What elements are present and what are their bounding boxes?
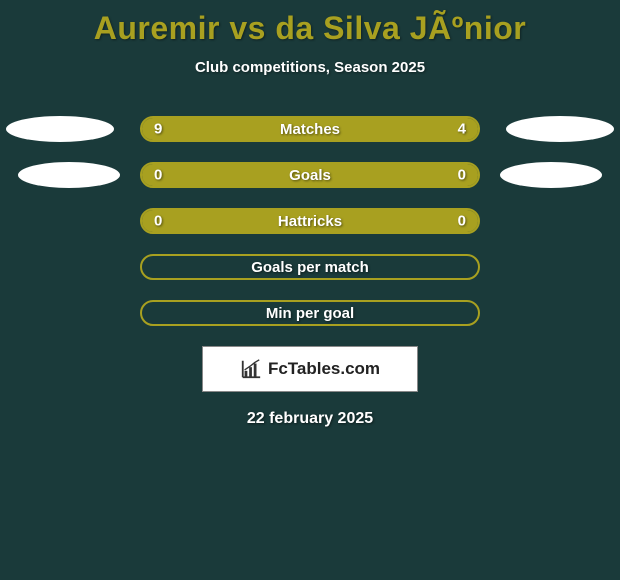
stat-value-left: 9 <box>154 121 162 138</box>
stat-label: Goals <box>289 167 331 184</box>
page-title: Auremir vs da Silva JÃºnior <box>0 0 620 47</box>
player-left-ellipse <box>18 162 120 188</box>
stat-value-right: 0 <box>458 213 466 230</box>
stat-value-right: 0 <box>458 167 466 184</box>
stat-row: Goals per match <box>0 254 620 280</box>
player-left-ellipse <box>6 116 114 142</box>
stat-label: Min per goal <box>266 305 354 322</box>
player-right-ellipse <box>506 116 614 142</box>
barchart-icon <box>240 358 262 380</box>
subtitle: Club competitions, Season 2025 <box>0 59 620 76</box>
stat-bar: Goals per match <box>140 254 480 280</box>
bar-fill-left <box>142 164 310 186</box>
logo-box: FcTables.com <box>202 346 418 392</box>
logo-text: FcTables.com <box>268 359 380 379</box>
stat-bar: 0 0 Goals <box>140 162 480 188</box>
player-right-ellipse <box>500 162 602 188</box>
stat-bar: 0 0 Hattricks <box>140 208 480 234</box>
stat-bar: Min per goal <box>140 300 480 326</box>
stat-label: Matches <box>280 121 340 138</box>
stat-label: Goals per match <box>251 259 369 276</box>
stat-rows: 9 4 Matches 0 0 Goals 0 0 Hattricks Goals per mat… <box>0 116 620 326</box>
stat-bar: 9 4 Matches <box>140 116 480 142</box>
stat-value-left: 0 <box>154 167 162 184</box>
stat-row: Min per goal <box>0 300 620 326</box>
stat-value-left: 0 <box>154 213 162 230</box>
stat-label: Hattricks <box>278 213 342 230</box>
stat-row: 9 4 Matches <box>0 116 620 142</box>
stat-row: 0 0 Hattricks <box>0 208 620 234</box>
stat-row: 0 0 Goals <box>0 162 620 188</box>
stat-value-right: 4 <box>458 121 466 138</box>
bar-fill-right <box>310 164 478 186</box>
date-text: 22 february 2025 <box>0 410 620 428</box>
